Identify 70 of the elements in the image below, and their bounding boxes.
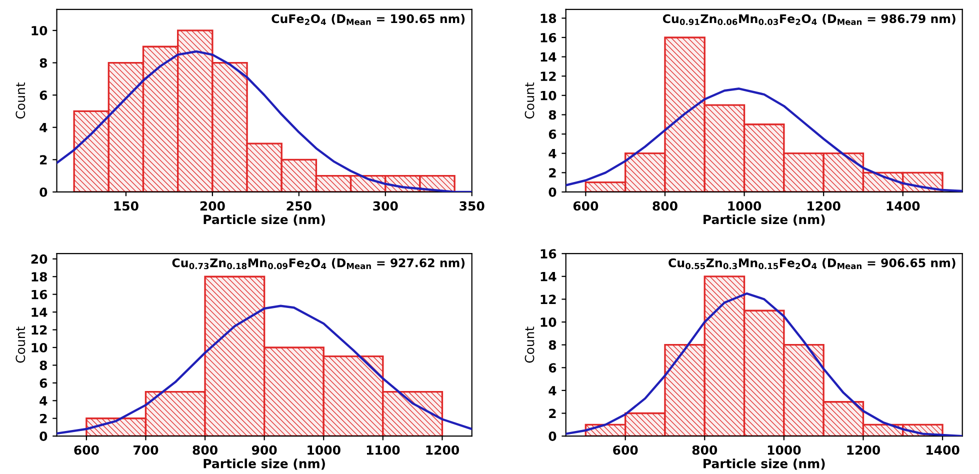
x-tick-label: 1000	[728, 201, 762, 211]
x-tick-label: 250	[286, 201, 312, 211]
x-tick-label: 800	[692, 445, 718, 455]
x-tick-label: 200	[200, 201, 225, 211]
y-tick-label: 10	[32, 342, 48, 352]
y-tick-label: 10	[540, 90, 556, 100]
x-tick-label: 900	[252, 445, 277, 455]
text: Cu$_{0.91}$Zn$_{0.06}$Mn$_{0.03}$Fe$_{2}$O$_{4}$ (D$_{Mean}$ = 986.79 nm)	[662, 14, 956, 26]
text: Cu$_{0.73}$Zn$_{0.18}$Mn$_{0.09}$Fe$_{2}$O$_{4}$ (D$_{Mean}$ = 927.62 nm)	[172, 258, 465, 270]
y-tick-label: 12	[540, 72, 556, 81]
y-tick-label: 6	[548, 363, 556, 373]
x-tick-label: 350	[460, 201, 484, 211]
y-tick-label: 0	[40, 187, 48, 197]
y-axis-title: Count	[524, 326, 534, 363]
x-axis-title: Particle size (nm)	[704, 214, 825, 226]
y-tick-label: 4	[40, 396, 48, 406]
y-tick-label: 18	[32, 272, 47, 282]
y-tick-label: 8	[548, 340, 556, 350]
y-tick-label: 10	[32, 26, 48, 36]
text: Cu$_{0.55}$Zn$_{0.3}$Mn$_{0.15}$Fe$_{2}$O$_{4}$ (D$_{Mean}$ = 906.65 nm)	[668, 258, 956, 270]
annotation: CuFe$_{2}$O$_{4}$ (D$_{Mean}$ = 190.65 nm)	[272, 14, 465, 26]
y-tick-label: 4	[548, 148, 556, 158]
x-tick-label: 600	[74, 445, 99, 455]
y-tick-label: 14	[540, 272, 556, 282]
y-tick-label: 2	[40, 414, 47, 424]
y-tick-label: 6	[40, 378, 48, 388]
y-tick-label: 6	[548, 130, 556, 139]
x-tick-label: 1200	[847, 445, 880, 455]
y-tick-label: 16	[32, 290, 48, 300]
x-tick-label: 600	[573, 201, 598, 211]
y-tick-label: 8	[40, 360, 47, 370]
x-tick-label: 1000	[768, 445, 801, 455]
y-tick-label: 12	[32, 325, 47, 335]
y-tick-label: 0	[548, 187, 556, 197]
y-tick-label: 10	[540, 317, 556, 327]
y-tick-label: 8	[548, 110, 556, 120]
x-tick-label: 1000	[308, 445, 340, 455]
x-tick-label: 800	[192, 445, 218, 455]
y-tick-label: 14	[540, 52, 556, 62]
y-tick-label: 6	[40, 90, 48, 100]
x-tick-label: 1100	[366, 445, 400, 455]
y-tick-label: 4	[548, 386, 556, 396]
x-axis-title: Particle size (nm)	[204, 458, 325, 470]
y-tick-label: 20	[31, 254, 48, 264]
x-tick-label: 700	[134, 445, 158, 455]
y-tick-label: 16	[540, 249, 556, 259]
x-tick-label: 1200	[808, 201, 840, 211]
y-tick-label: 2	[40, 155, 47, 164]
x-tick-label: 800	[652, 201, 678, 211]
x-tick-label: 1400	[926, 445, 960, 455]
x-axis-title: Particle size (nm)	[704, 458, 825, 470]
x-tick-label: 150	[114, 201, 138, 211]
x-tick-label: 300	[373, 201, 398, 211]
x-tick-label: 1200	[426, 445, 460, 455]
y-tick-label: 12	[540, 294, 556, 304]
y-axis-title: Count	[16, 82, 26, 119]
y-tick-label: 8	[40, 58, 47, 68]
y-tick-label: 2	[549, 408, 556, 418]
y-tick-label: 4	[40, 123, 48, 132]
x-tick-label: 600	[613, 445, 638, 455]
y-tick-label: 0	[40, 432, 48, 442]
y-tick-label: 0	[548, 432, 556, 442]
y-tick-label: 18	[540, 14, 556, 24]
y-tick-label: 16	[540, 32, 556, 42]
y-axis-title: Count	[16, 326, 26, 363]
y-axis-title: Count	[524, 82, 534, 119]
y-tick-label: 14	[32, 308, 48, 317]
x-tick-label: 1400	[886, 201, 920, 211]
x-axis-title: Particle size (nm)	[204, 214, 325, 226]
y-tick-label: 2	[549, 168, 556, 178]
